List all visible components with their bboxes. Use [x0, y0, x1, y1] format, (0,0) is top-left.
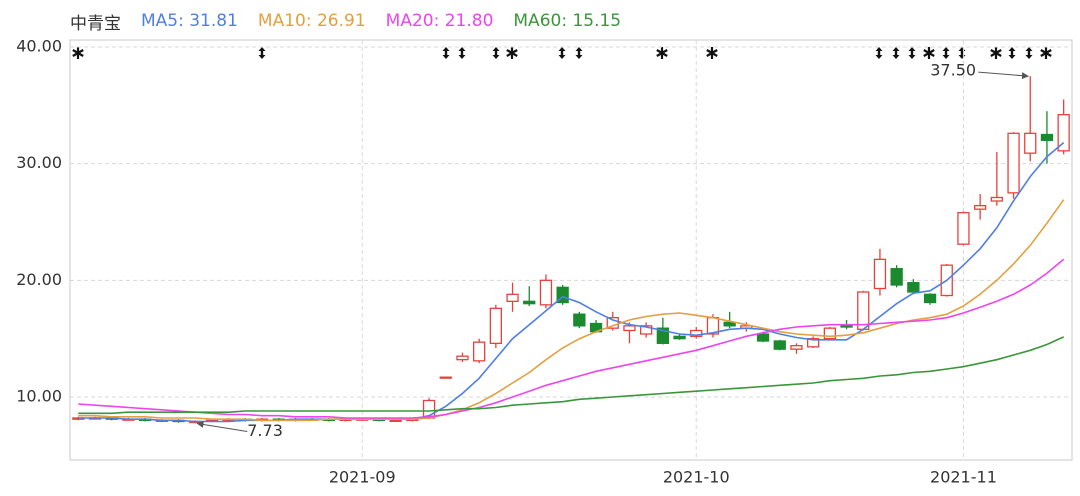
candle-body	[873, 258, 887, 290]
plot-frame	[69, 39, 1073, 461]
candle-body	[623, 325, 636, 332]
candle-body	[890, 268, 903, 286]
x-tick-label: 2021-10	[663, 468, 730, 487]
candle-body	[690, 329, 703, 337]
candle-body	[1007, 132, 1020, 194]
candle-body	[957, 212, 970, 245]
candle-body	[606, 317, 619, 329]
annotation: 7.73	[247, 421, 283, 440]
legend-entry: MA60: 15.15	[513, 11, 622, 31]
candle-body	[673, 335, 686, 340]
candle-body	[723, 321, 736, 327]
candle-body	[923, 293, 937, 304]
event-icons	[71, 45, 1053, 61]
candle-body	[556, 286, 569, 304]
legend-entry: MA20: 21.80	[385, 11, 494, 31]
candle-body	[506, 293, 519, 302]
stock-name: 中青宝	[70, 13, 121, 34]
candle-body	[1024, 132, 1037, 154]
candle-body	[456, 355, 469, 361]
candle-body	[790, 345, 803, 350]
ma-line	[78, 199, 1065, 422]
candle-body	[489, 307, 503, 344]
candle-body	[472, 341, 486, 362]
candle-body	[823, 327, 836, 340]
y-tick-label: 30.00	[16, 153, 62, 172]
annotation-arrow	[196, 421, 248, 432]
ma-line	[78, 336, 1065, 415]
y-tick-label: 40.00	[16, 37, 62, 56]
legend-entry: MA10: 26.91	[257, 11, 366, 31]
candle-body	[807, 338, 820, 348]
candle-body	[974, 205, 987, 210]
ma-line	[78, 258, 1065, 419]
candle-body	[1040, 133, 1054, 141]
candle-body	[990, 196, 1003, 202]
candle-body	[523, 300, 536, 305]
y-tick-label: 20.00	[16, 270, 62, 289]
x-tick-label: 2021-09	[329, 468, 396, 487]
ma-line	[78, 141, 1065, 423]
candle-body	[573, 313, 586, 327]
candle-body	[656, 327, 669, 344]
candle-body	[640, 325, 653, 335]
candle-body	[389, 419, 402, 422]
candle-body	[756, 333, 770, 342]
legend: 中青宝 MA5: 31.81 MA10: 26.91 MA20: 21.80 MA60…	[70, 8, 621, 34]
candle-body	[439, 376, 452, 379]
annotation: 37.50	[930, 61, 976, 80]
legend-entry: MA5: 31.81	[141, 11, 238, 31]
candle-body	[1057, 114, 1070, 152]
y-tick-label: 10.00	[16, 387, 62, 406]
candle-body	[539, 279, 553, 306]
annotation-arrow	[978, 71, 1029, 80]
candle-body	[773, 340, 786, 350]
candle-body	[907, 282, 920, 293]
x-tick-label: 2021-11	[930, 468, 997, 487]
